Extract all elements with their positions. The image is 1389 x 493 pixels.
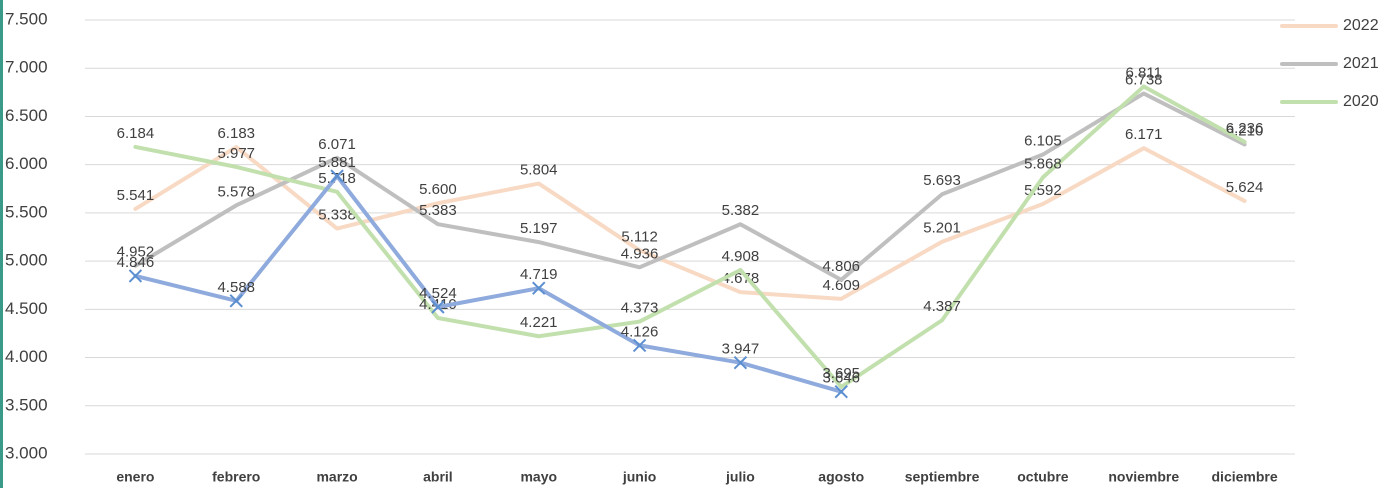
data-label: 4.846 [117,254,155,271]
data-label: 5.592 [1024,182,1062,199]
data-label: 3.947 [722,341,760,358]
data-label: 6.184 [117,125,155,142]
x-tick-label: diciembre [1212,469,1278,485]
data-label: 5.197 [520,220,558,237]
legend-label: 2021 [1343,55,1379,72]
data-label: 4.221 [520,314,558,331]
data-label: 4.373 [621,300,659,317]
data-label: 6.236 [1226,120,1264,137]
x-tick-label: septiembre [905,469,980,485]
series-line [133,174,844,394]
data-label: 4.952 [117,244,155,261]
data-label: 4.588 [217,279,255,296]
y-tick-label: 7.000 [5,58,48,77]
data-label: 6.171 [1125,126,1163,143]
data-label: 5.624 [1226,179,1264,196]
data-label: 5.600 [419,181,457,198]
data-label: 5.578 [217,183,255,200]
y-tick-label: 6.500 [5,106,48,125]
y-tick-label: 4.500 [5,299,48,318]
x-tick-label: agosto [818,469,864,485]
data-label: 5.338 [318,206,356,223]
y-tick-label: 5.500 [5,202,48,221]
point-marker [834,384,848,399]
data-label: 4.936 [621,245,659,262]
series-line [133,145,1247,301]
x-tick-label: febrero [212,469,260,485]
data-label: 4.908 [722,248,760,265]
data-label: 4.609 [822,277,860,294]
y-tick-label: 4.000 [5,347,48,366]
data-label: 5.804 [520,162,558,179]
series-line [133,91,1247,282]
point-marker [532,281,546,295]
x-tick-label: mayo [520,469,557,485]
data-label: 4.719 [520,266,558,283]
x-tick-label: julio [725,469,755,485]
data-label: 5.868 [1024,155,1062,172]
left-border [0,0,3,488]
data-label: 5.112 [621,228,657,245]
point-marker [632,338,647,353]
data-label: 6.183 [217,125,255,142]
point-marker [229,294,243,308]
x-tick-label: marzo [316,469,357,485]
x-tick-label: junio [622,469,656,485]
x-tick-label: octubre [1017,469,1069,485]
point-marker [733,355,748,370]
x-tick-label: enero [116,469,154,485]
y-tick-label: 7.500 [5,9,48,28]
y-tick-label: 3.000 [5,443,48,462]
data-label: 4.524 [419,285,457,302]
data-label: 5.541 [117,187,155,204]
data-label: 4.806 [822,258,860,275]
data-label: 3.646 [822,370,860,387]
point-marker [128,269,143,283]
legend-label: 2020 [1343,93,1379,110]
point-marker [431,300,445,314]
x-tick-label: noviembre [1108,469,1179,485]
data-label: 5.201 [923,220,961,237]
y-tick-label: 5.000 [5,251,48,270]
data-label: 5.383 [419,202,457,219]
x-tick-label: abril [423,469,453,485]
series-line [133,84,1247,389]
y-tick-label: 6.000 [5,154,48,173]
data-label: 5.977 [217,145,255,162]
data-label: 6.071 [318,136,356,153]
data-label: 5.382 [722,202,760,219]
data-label: 6.811 [1126,64,1162,81]
y-tick-label: 3.500 [5,395,48,414]
data-label: 5.881 [318,154,356,171]
data-label: 5.693 [923,172,961,189]
data-label: 3.695 [822,365,860,382]
point-marker [330,169,344,183]
data-label: 6.105 [1024,133,1062,150]
legend-label: 2022 [1343,17,1379,34]
data-label: 4.387 [923,298,961,315]
data-label: 4.126 [621,323,659,340]
data-label: 6.738 [1125,71,1163,88]
